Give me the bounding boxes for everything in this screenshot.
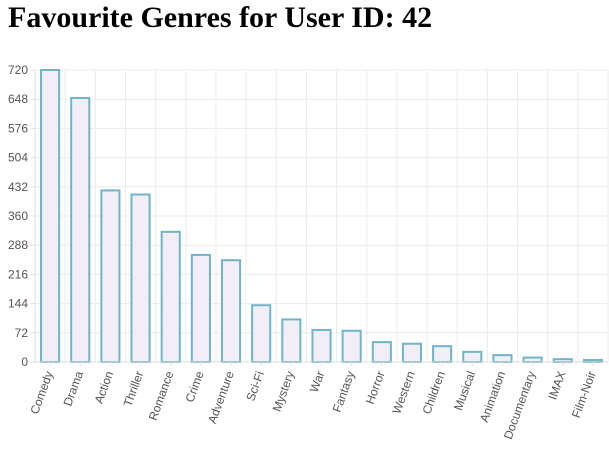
x-tick-label: Mystery [270, 369, 298, 413]
x-tick-label: Comedy [27, 369, 55, 416]
x-tick-label: Action [92, 369, 117, 405]
bar-documentary [522, 356, 543, 363]
x-tick-label: Horror [363, 369, 388, 406]
y-tick-labels: 0 72 144 216 288 360 432 504 576 648 720 [8, 63, 28, 369]
bar-drama [70, 96, 91, 363]
x-tick-label: Drama [61, 369, 87, 408]
x-tick-label: Sci-Fi [243, 369, 267, 403]
y-tick-label: 720 [8, 63, 28, 77]
bar-romance [160, 230, 181, 363]
bar-adventure [220, 259, 242, 364]
x-tick-label: Documentary [501, 369, 539, 441]
bar-horror [371, 341, 392, 363]
y-tick-label: 216 [8, 267, 28, 281]
y-tick-label: 288 [8, 238, 28, 252]
axes [31, 69, 608, 366]
x-tick-label: Musical [451, 369, 478, 412]
x-tick-label: Film-Noir [569, 369, 599, 420]
y-tick-label: 576 [8, 121, 28, 135]
y-tick-label: 648 [8, 92, 28, 106]
y-tick-label: 144 [8, 297, 28, 311]
x-tick-label: War [307, 369, 328, 394]
x-tick-label: Children [420, 369, 448, 416]
bar-musical [462, 350, 483, 364]
y-tick-label: 360 [8, 209, 28, 223]
x-tick-label: Thriller [121, 369, 147, 408]
y-tick-label: 0 [21, 355, 28, 369]
y-tick-label: 72 [15, 326, 29, 340]
bar-sci-fi [251, 304, 272, 364]
bar-crime [190, 253, 211, 363]
bar-comedy [40, 69, 61, 363]
x-tick-labels: Comedy Drama Action Thriller Romance CrimeAdv… [27, 369, 598, 441]
x-tick-label: Crime [183, 369, 207, 404]
x-tick-label: Romance [146, 369, 177, 422]
x-tick-label: Adventure [205, 369, 237, 425]
bars [40, 69, 603, 364]
bar-fantasy [341, 329, 362, 363]
bar-western [401, 342, 423, 363]
bar-war [311, 328, 332, 364]
bar-children [432, 345, 453, 363]
y-tick-label: 504 [8, 151, 28, 165]
x-tick-label: IMAX [545, 369, 568, 401]
x-tick-label: Animation [477, 369, 508, 424]
y-tick-label: 432 [8, 180, 28, 194]
bar-mystery [281, 318, 302, 363]
grid-lines [34, 69, 609, 363]
bar-animation [492, 354, 513, 364]
x-tick-label: Western [389, 369, 417, 416]
bar-action [100, 189, 121, 363]
page-title: Favourite Genres for User ID: 42 [8, 1, 433, 34]
x-tick-label: Fantasy [330, 369, 358, 414]
bar-thriller [130, 193, 151, 363]
